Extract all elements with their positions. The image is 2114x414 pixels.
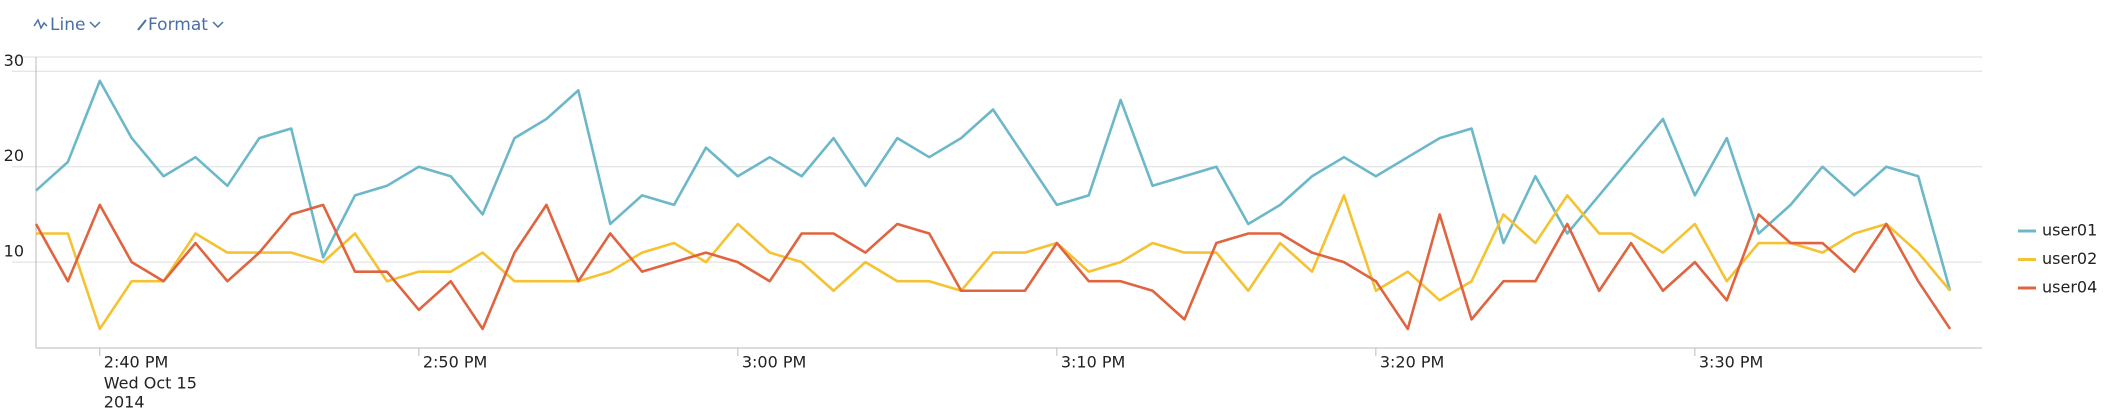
line-button-label[interactable]: Line (50, 15, 85, 35)
legend-label: user02 (2042, 249, 2097, 268)
chevron (212, 21, 224, 29)
series-line (36, 194, 1952, 331)
x-sublabel: 2014 (104, 393, 145, 412)
format-button[interactable]: Format (137, 15, 224, 35)
line-icon (33, 18, 48, 30)
y-tick-label: 10 (4, 242, 24, 261)
chevron (89, 21, 101, 29)
x-tick-label: 2:40 PM (104, 353, 168, 372)
x-tick-label: 2:50 PM (423, 353, 487, 372)
legend-label: user04 (2042, 278, 2097, 297)
line-button[interactable]: Line (33, 15, 101, 35)
series-line (35, 79, 1952, 292)
x-tick-label: 3:10 PM (1061, 353, 1125, 372)
x-sublabel: Wed Oct 15 (104, 374, 197, 393)
format-button-label[interactable]: Format (148, 15, 208, 35)
series-line (34, 203, 1952, 331)
x-tick-label: 3:20 PM (1380, 353, 1444, 372)
format-icon (137, 19, 147, 31)
y-tick-label: 30 (4, 51, 24, 70)
x-tick-label: 3:30 PM (1699, 353, 1763, 372)
x-tick-label: 3:00 PM (742, 353, 806, 372)
legend-label: user01 (2042, 221, 2097, 240)
y-tick-label: 20 (4, 146, 24, 165)
